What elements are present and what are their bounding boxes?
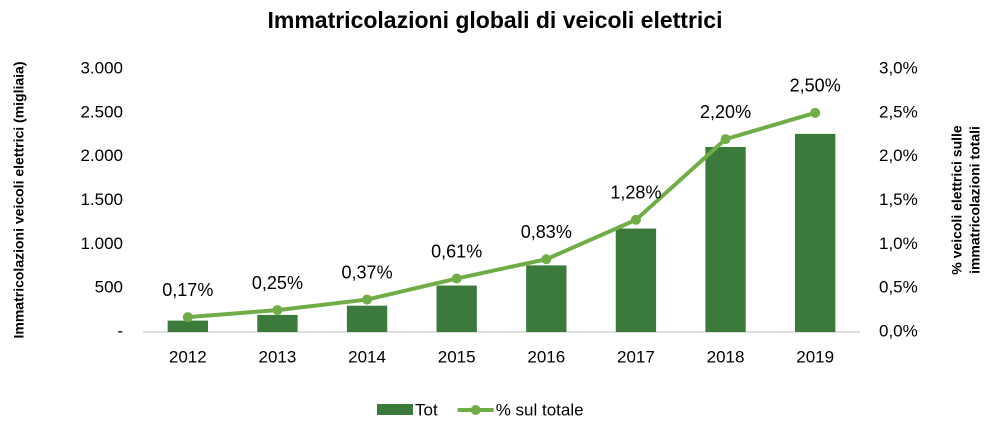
bar	[705, 147, 746, 332]
legend-swatch	[470, 405, 481, 415]
x-tick-label: 2013	[259, 347, 297, 366]
line-point	[541, 254, 552, 265]
y2-tick-label: 2,5%	[879, 102, 918, 121]
bar	[167, 320, 208, 332]
data-label: 0,17%	[162, 280, 213, 300]
y-tick-label: 1.500	[80, 190, 123, 209]
bar	[257, 314, 298, 332]
x-tick-label: 2018	[707, 347, 745, 366]
x-tick-label: 2019	[796, 347, 834, 366]
line-point	[451, 273, 462, 284]
y-axis-title: Immatricolazioni veicoli elettrici (migl…	[11, 62, 27, 339]
line-point	[272, 305, 283, 316]
data-label: 0,25%	[252, 273, 303, 293]
y-tick-label: 1.000	[80, 234, 123, 253]
y2-tick-label: 0,5%	[879, 278, 918, 297]
line-point	[720, 134, 731, 145]
bar	[795, 133, 836, 332]
data-label: 2,50%	[790, 76, 841, 96]
bar	[346, 305, 388, 332]
bar	[615, 228, 657, 332]
line-point	[630, 214, 641, 225]
line-point	[810, 107, 821, 118]
x-tick-label: 2016	[527, 347, 565, 366]
x-tick-label: 2014	[348, 347, 386, 366]
bar	[526, 265, 567, 332]
y-tick-label: -	[117, 321, 123, 340]
data-label: 1,28%	[610, 183, 661, 203]
y-tick-label: 3.000	[80, 58, 123, 77]
y2-tick-label: 1,0%	[879, 234, 918, 253]
chart-title: Immatricolazioni globali di veicoli elet…	[267, 7, 722, 33]
y2-tick-label: 2,0%	[879, 146, 918, 165]
x-tick-label: 2012	[169, 347, 207, 366]
data-label: 0,61%	[431, 241, 482, 261]
data-label: 2,20%	[700, 102, 751, 122]
y-tick-label: 2.500	[80, 102, 123, 121]
y-tick-label: 500	[95, 278, 123, 297]
data-label: 0,83%	[521, 222, 572, 242]
y2-tick-label: 0,0%	[879, 321, 918, 340]
x-tick-label: 2017	[617, 347, 655, 366]
bar	[436, 285, 477, 332]
line-point	[362, 294, 373, 305]
data-label: 0,37%	[342, 262, 393, 282]
legend-swatch	[377, 404, 413, 415]
x-tick-label: 2015	[438, 347, 476, 366]
y2-tick-label: 3,0%	[879, 58, 918, 77]
y-tick-label: 2.000	[80, 146, 123, 165]
legend-label: % sul totale	[496, 400, 584, 419]
line-point	[182, 312, 193, 323]
y2-axis-title: immatricolazioni totali	[967, 126, 983, 274]
legend-label: Tot	[415, 400, 438, 419]
y2-tick-label: 1,5%	[879, 190, 918, 209]
line	[187, 110, 816, 320]
y2-axis-title: % veicoli elettrici sulle	[949, 125, 965, 275]
